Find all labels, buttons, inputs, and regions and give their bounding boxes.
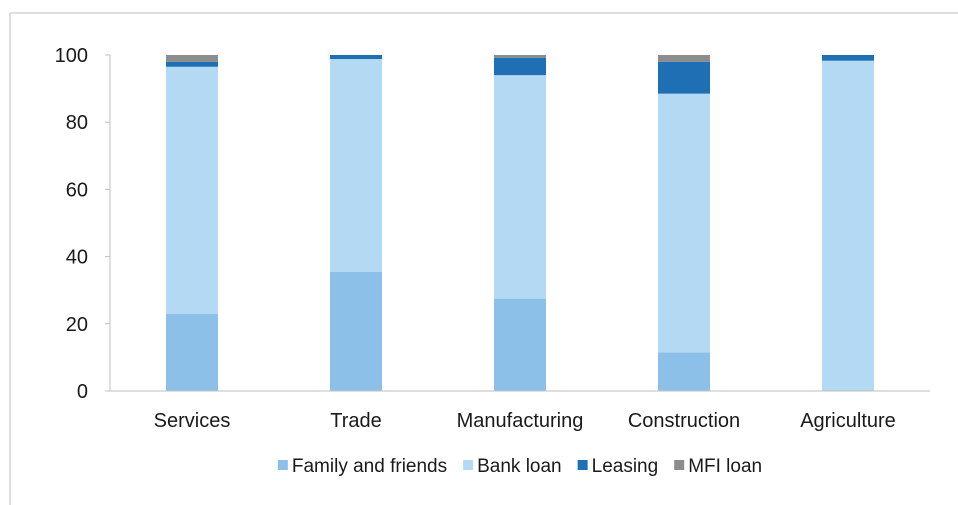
y-tick-label: 80 <box>66 112 88 134</box>
legend-item-bank-loan: Bank loan <box>463 456 562 477</box>
legend-swatch <box>577 460 588 470</box>
bar-segment-leasing-services <box>166 61 218 67</box>
bar-segment-mfi-loan-construction <box>658 55 710 62</box>
y-tick-label: 0 <box>77 381 88 403</box>
legend: Family and friends Bank loan Leasing MFI lo… <box>277 456 762 477</box>
y-tick-label: 40 <box>66 247 88 269</box>
bar-segment-family-and-friends-trade <box>330 271 382 391</box>
y-tick-label: 20 <box>66 314 88 336</box>
x-axis: Services Trade Manufacturing Construction Ag… <box>110 390 930 432</box>
legend-item-family-and-friends: Family and friends <box>277 456 447 477</box>
bar-segment-bank-loan-services <box>166 66 218 314</box>
legend-item-mfi-loan: MFI loan <box>674 456 762 477</box>
x-category-label: Agriculture <box>800 410 896 432</box>
bar-segment-family-and-friends-services <box>166 313 218 391</box>
bar-segment-family-and-friends-manufacturing <box>494 298 546 391</box>
x-category-label: Trade <box>330 410 382 432</box>
bar-segment-bank-loan-agriculture <box>822 60 874 391</box>
bar-segment-leasing-manufacturing <box>494 57 546 76</box>
legend-swatch <box>463 460 474 470</box>
x-category-label: Manufacturing <box>457 410 584 432</box>
legend-label: MFI loan <box>688 456 762 477</box>
x-category-label: Construction <box>628 410 740 432</box>
bar-segment-family-and-friends-construction <box>658 352 710 391</box>
legend-label: Bank loan <box>477 456 562 477</box>
legend-swatch <box>674 460 685 470</box>
bar-segment-mfi-loan-manufacturing <box>494 55 546 58</box>
bar-segment-mfi-loan-services <box>166 55 218 62</box>
bar-segment-bank-loan-construction <box>658 93 710 353</box>
bars <box>166 55 874 391</box>
y-tick-label: 100 <box>55 45 88 67</box>
legend-item-leasing: Leasing <box>577 456 659 477</box>
bar-segment-bank-loan-trade <box>330 59 382 272</box>
bar-segment-leasing-trade <box>330 55 382 60</box>
bar-segment-bank-loan-manufacturing <box>494 75 546 299</box>
legend-label: Leasing <box>592 456 659 477</box>
bar-segment-leasing-agriculture <box>822 55 874 61</box>
y-tick-label: 60 <box>66 179 88 201</box>
legend-swatch <box>277 460 288 470</box>
y-axis: 0 20 40 60 80 100 <box>55 45 111 403</box>
bar-segment-leasing-construction <box>658 61 710 94</box>
x-category-label: Services <box>154 410 231 432</box>
legend-label: Family and friends <box>292 456 447 477</box>
